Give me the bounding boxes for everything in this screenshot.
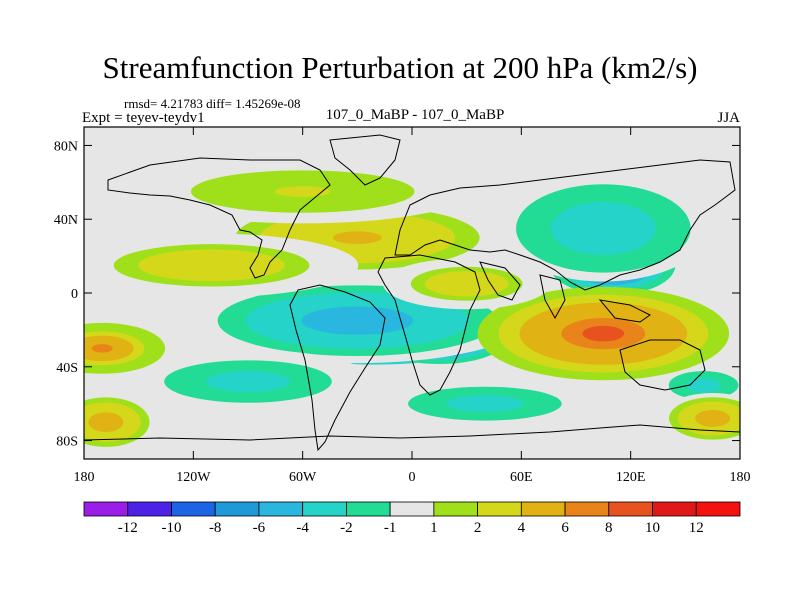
y-tick-label: 40N: [54, 213, 78, 228]
chart-title: Streamfunction Perturbation at 200 hPa (…: [102, 50, 698, 85]
field-blob: [135, 159, 471, 224]
colorbar-label: -6: [253, 520, 266, 536]
colorbar-label: 8: [605, 520, 613, 536]
colorbar-label: 2: [474, 520, 482, 536]
field-contour: [703, 414, 722, 423]
colorbar: -12 -10 -8 -6 -4 -2 -1 1 2 4 6 8 10 12: [83, 501, 741, 536]
stats-text: rmsd= 4.21783 diff= 1.45269e-08: [124, 96, 301, 111]
y-axis: 80N 40N 0 40S 80S: [54, 139, 740, 450]
field-blob: [84, 233, 359, 298]
field-blob: [122, 349, 374, 414]
x-tick-label: 60E: [510, 470, 533, 485]
colorbar-label: 10: [645, 520, 660, 536]
colorbar-swatch: [258, 501, 304, 517]
x-tick-label: 0: [409, 470, 416, 485]
colorbar-label: 1: [430, 520, 438, 536]
colorbar-swatch: [564, 501, 610, 517]
field-blob: [369, 378, 601, 430]
field-contour: [274, 186, 331, 197]
colorbar-swatch: [127, 501, 172, 517]
field-contour: [187, 260, 237, 271]
colorbar-label: -8: [209, 520, 222, 536]
y-tick-label: 40S: [56, 361, 78, 376]
colorbar-label: 6: [561, 520, 569, 536]
colorbar-swatch: [83, 501, 129, 517]
field-contour: [582, 325, 625, 342]
colorbar-label: -2: [340, 520, 353, 536]
field-contour: [465, 399, 505, 408]
y-tick-label: 80N: [54, 139, 78, 154]
colorbar-swatch: [520, 501, 566, 517]
x-tick-label: 60W: [289, 470, 317, 485]
field-blob: [651, 364, 740, 407]
colorbar-swatch: [695, 501, 741, 517]
colorbar-label: -4: [296, 520, 309, 536]
colorbar-label: -12: [118, 520, 138, 536]
field-contour: [97, 417, 115, 428]
x-axis: 180 120W 60W 0 60E 120E 180: [74, 127, 751, 485]
colorbar-swatch: [477, 501, 522, 517]
colorbar-label: 4: [518, 520, 526, 536]
colorbar-swatch: [433, 501, 479, 517]
field-contour: [329, 313, 386, 328]
colorbar-swatch: [345, 501, 391, 517]
colorbar-swatch: [608, 501, 653, 517]
field-blob: [382, 258, 551, 310]
colorbar-label: -1: [384, 520, 397, 536]
field-blob: [660, 392, 740, 444]
y-tick-label: 80S: [56, 435, 78, 450]
field-blob: [498, 175, 709, 282]
colorbar-swatch: [389, 501, 435, 517]
colorbar-label: 12: [689, 520, 704, 536]
x-tick-label: 120W: [176, 470, 211, 485]
coastlines: [84, 134, 740, 452]
field-contour: [91, 344, 113, 353]
x-tick-label: 180: [74, 470, 95, 485]
experiment-label: Expt = teyev-teydv1: [82, 110, 205, 126]
field-contour: [585, 219, 621, 238]
colorbar-swatch: [171, 501, 216, 517]
colorbar-label: -10: [161, 520, 181, 536]
field-contour: [227, 376, 269, 387]
colorbar-swatch: [652, 501, 697, 517]
field-contour: [452, 279, 481, 289]
y-tick-label: 0: [71, 287, 78, 302]
field-blob: [84, 322, 166, 374]
x-tick-label: 120E: [616, 470, 646, 485]
center-label: 107_0_MaBP - 107_0_MaBP: [325, 107, 505, 123]
field-blob: [84, 392, 159, 452]
x-tick-label: 180: [730, 470, 751, 485]
field-contour: [694, 381, 713, 389]
colorbar-swatch: [302, 501, 347, 517]
season-label: JJA: [717, 110, 740, 126]
colorbar-swatch: [214, 501, 260, 517]
field-contour: [332, 231, 382, 245]
